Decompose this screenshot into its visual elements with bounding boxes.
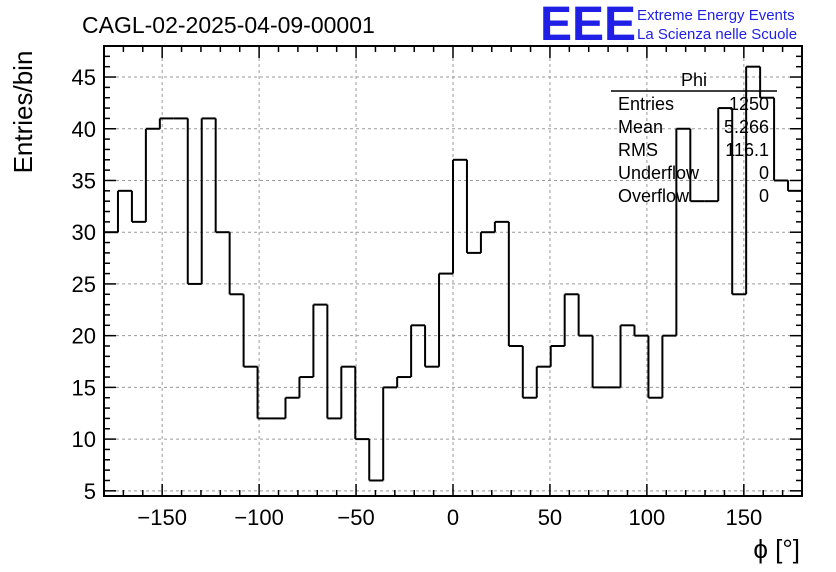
y-tick-label: 35 — [72, 168, 96, 193]
stats-label-mean: Mean — [618, 117, 663, 137]
y-axis-ticks: 5 10 15 20 25 30 35 40 45 — [72, 45, 802, 504]
y-tick-label: 45 — [72, 65, 96, 90]
y-tick-label: 15 — [72, 375, 96, 400]
grid — [104, 46, 802, 496]
eee-logo-line2: La Scienza nelle Scuole — [637, 26, 797, 43]
x-tick-label: 0 — [447, 505, 459, 530]
y-tick-label: 10 — [72, 427, 96, 452]
x-tick-label: 50 — [538, 505, 562, 530]
stats-box: Phi Entries 1250 Mean 5.266 RMS 116.1 Un… — [611, 70, 777, 206]
y-tick-label: 5 — [84, 479, 96, 504]
histogram-series — [104, 65, 802, 482]
stats-label-overflow: Overflow — [618, 186, 690, 206]
stats-label-entries: Entries — [618, 94, 674, 114]
eee-logo-mark: EEE — [540, 0, 636, 51]
stats-label-underflow: Underflow — [618, 163, 700, 183]
x-tick-label: −50 — [337, 505, 374, 530]
x-tick-label: −150 — [137, 505, 187, 530]
chart-title: CAGL-02-2025-04-09-00001 — [82, 12, 375, 38]
stats-value-mean: 5.266 — [724, 117, 769, 137]
y-tick-label: 40 — [72, 117, 96, 142]
y-tick-label: 25 — [72, 272, 96, 297]
y-tick-label: 20 — [72, 324, 96, 349]
eee-logo-line1: Extreme Energy Events — [637, 7, 795, 24]
stats-value-rms: 116.1 — [725, 140, 769, 160]
stats-label-rms: RMS — [618, 140, 658, 160]
x-tick-label: 100 — [629, 505, 666, 530]
stats-value-underflow: 0 — [759, 163, 769, 183]
stats-box-title: Phi — [681, 70, 707, 90]
y-axis-title: Entries/bin — [8, 51, 38, 174]
y-tick-label: 30 — [72, 220, 96, 245]
x-tick-label: 150 — [725, 505, 762, 530]
x-axis-title: ϕ [°] — [753, 534, 800, 564]
stats-value-overflow: 0 — [759, 186, 769, 206]
x-axis-ticks: −150 −100 −50 0 50 100 150 — [103, 46, 803, 530]
x-tick-label: −100 — [234, 505, 284, 530]
stats-value-entries: 1250 — [729, 94, 769, 114]
